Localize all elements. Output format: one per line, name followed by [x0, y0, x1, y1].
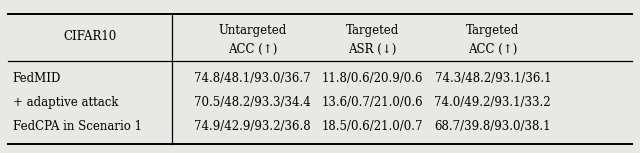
Text: FedMID: FedMID — [13, 72, 61, 84]
Text: 70.5/48.2/93.3/34.4: 70.5/48.2/93.3/34.4 — [195, 96, 311, 109]
Text: 11.8/0.6/20.9/0.6: 11.8/0.6/20.9/0.6 — [322, 72, 423, 84]
Text: ACC (↑): ACC (↑) — [468, 43, 518, 55]
Text: 74.0/49.2/93.1/33.2: 74.0/49.2/93.1/33.2 — [435, 96, 551, 109]
Text: 13.6/0.7/21.0/0.6: 13.6/0.7/21.0/0.6 — [322, 96, 423, 109]
Text: Untargeted: Untargeted — [219, 24, 287, 37]
Text: 74.8/48.1/93.0/36.7: 74.8/48.1/93.0/36.7 — [195, 72, 311, 84]
Text: ACC (↑): ACC (↑) — [228, 43, 278, 55]
Text: Targeted: Targeted — [466, 24, 520, 37]
Text: 68.7/39.8/93.0/38.1: 68.7/39.8/93.0/38.1 — [435, 121, 551, 133]
Text: ASR (↓): ASR (↓) — [348, 43, 397, 55]
Text: Targeted: Targeted — [346, 24, 399, 37]
Text: 18.5/0.6/21.0/0.7: 18.5/0.6/21.0/0.7 — [322, 121, 423, 133]
Text: 74.9/42.9/93.2/36.8: 74.9/42.9/93.2/36.8 — [195, 121, 311, 133]
Text: FedCPA in Scenario 1: FedCPA in Scenario 1 — [13, 121, 142, 133]
Text: CIFAR10: CIFAR10 — [63, 30, 116, 43]
Text: + adaptive attack: + adaptive attack — [13, 96, 118, 109]
Text: 74.3/48.2/93.1/36.1: 74.3/48.2/93.1/36.1 — [435, 72, 551, 84]
